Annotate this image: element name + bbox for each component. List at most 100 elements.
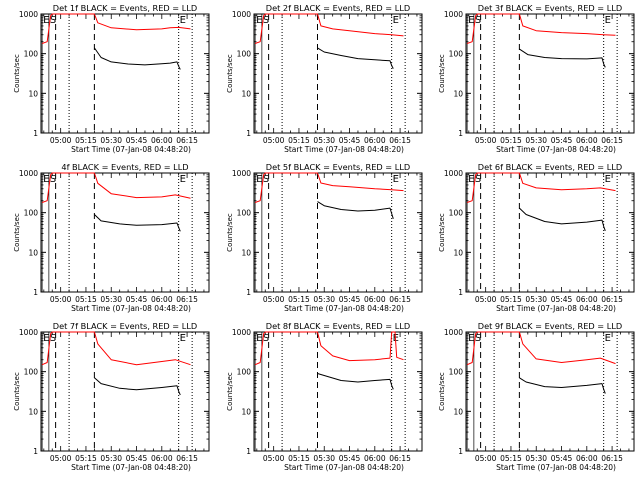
x-tick-label: 05:15 [75,136,97,145]
x-axis-label: Start Time (07-Jan-08 04:48:20) [71,304,191,313]
marker-label: E [468,333,474,344]
x-tick-label: 05:00 [475,295,497,304]
detector-panel: Det 6f BLACK = Events, RED = LLD 1 10 100 10… [438,162,635,313]
y-tick-label: 10 [241,248,251,257]
events-series-line [317,201,394,219]
x-tick-label: 06:15 [389,136,411,145]
marker-label: S [50,174,56,185]
marker-label: E [43,333,49,344]
y-tick-label: 1000 [232,169,251,178]
events-series-line [94,214,181,232]
detector-panel: Det 1f BLACK = Events, RED = LLD 1 10 100 10… [13,3,210,154]
x-tick-label: 05:45 [126,136,148,145]
x-axis-label: Start Time (07-Jan-08 04:48:20) [71,463,191,472]
y-axis-label: Counts/sec [438,372,446,411]
y-tick-label: 10 [453,248,463,257]
x-tick-label: 06:00 [151,136,173,145]
events-series-line [317,47,394,69]
panel-title: Det 9f BLACK = Events, RED = LLD [478,321,622,331]
y-tick-label: 10 [28,407,38,416]
x-tick-label: 05:45 [126,295,148,304]
y-tick-label: 1000 [19,169,38,178]
events-series-line [519,48,606,68]
x-tick-label: 06:15 [176,454,198,463]
x-tick-label: 05:00 [50,295,72,304]
marker-label: E [180,333,186,344]
marker-label: E [605,333,611,344]
x-tick-label: 06:00 [364,454,386,463]
plot-frame [40,331,210,452]
marker-label: E [256,333,262,344]
y-tick-label: 1000 [444,328,463,337]
x-tick-label: 05:15 [500,295,522,304]
marker-label: S [263,174,269,185]
lld-series-line [466,331,616,366]
x-tick-label: 05:15 [500,454,522,463]
plot-frame [465,13,635,134]
panel-title: 4f BLACK = Events, RED = LLD [61,162,188,172]
events-series-line [93,47,181,70]
plot-frame [253,331,423,452]
x-tick-label: 05:15 [75,295,97,304]
y-tick-label: 1000 [19,10,38,19]
panel-title: Det 1f BLACK = Events, RED = LLD [53,3,197,13]
x-tick-label: 05:45 [339,295,361,304]
y-tick-label: 1 [33,129,38,138]
x-tick-label: 05:30 [313,454,335,463]
marker-label: E [393,15,399,26]
y-axis-label: Counts/sec [226,213,234,252]
detector-panel: 4f BLACK = Events, RED = LLD 1 10 100 1000 Co… [13,162,210,313]
y-axis-label: Counts/sec [13,213,21,252]
x-tick-label: 05:45 [551,454,573,463]
y-tick-label: 1000 [232,10,251,19]
marker-label: S [475,333,481,344]
y-axis-label: Counts/sec [438,213,446,252]
y-tick-label: 100 [24,209,39,218]
marker-label: S [50,15,56,26]
x-tick-label: 05:00 [475,136,497,145]
x-tick-label: 05:45 [339,136,361,145]
x-tick-label: 05:30 [525,454,547,463]
y-tick-label: 1 [246,288,251,297]
y-tick-label: 1 [458,447,463,456]
y-tick-label: 100 [237,368,252,377]
y-tick-label: 10 [453,407,463,416]
lld-series-line [41,331,191,366]
x-tick-label: 05:45 [551,136,573,145]
x-tick-label: 05:15 [288,136,310,145]
y-tick-label: 100 [24,368,39,377]
x-tick-label: 06:15 [389,454,411,463]
events-series-line [519,377,606,394]
x-axis-label: Start Time (07-Jan-08 04:48:20) [284,145,404,154]
x-axis-label: Start Time (07-Jan-08 04:48:20) [496,304,616,313]
x-axis-label: Start Time (07-Jan-08 04:48:20) [284,463,404,472]
panel-title: Det 5f BLACK = Events, RED = LLD [266,162,410,172]
lld-series-line [41,172,191,203]
x-tick-label: 05:00 [263,295,285,304]
x-tick-label: 06:15 [176,295,198,304]
x-tick-label: 05:30 [313,136,335,145]
x-tick-label: 05:15 [288,454,310,463]
panel-title: Det 7f BLACK = Events, RED = LLD [53,321,197,331]
marker-label: E [468,15,474,26]
y-tick-label: 100 [449,368,464,377]
y-axis-label: Counts/sec [438,54,446,93]
marker-label: E [180,174,186,185]
x-tick-label: 06:15 [176,136,198,145]
detector-panel: Det 8f BLACK = Events, RED = LLD 1 10 100 10… [226,321,423,472]
x-tick-label: 05:30 [100,295,122,304]
x-tick-label: 05:15 [75,454,97,463]
marker-label: E [605,15,611,26]
y-tick-label: 1 [33,288,38,297]
x-tick-label: 05:45 [551,295,573,304]
events-series-line [519,207,606,231]
lld-series-line [254,172,404,203]
x-tick-label: 05:45 [126,454,148,463]
marker-label: E [43,174,49,185]
y-tick-label: 1 [246,447,251,456]
marker-label: E [256,15,262,26]
x-tick-label: 06:00 [364,136,386,145]
marker-label: S [263,15,269,26]
x-tick-label: 05:00 [263,136,285,145]
detector-panel: Det 3f BLACK = Events, RED = LLD 1 10 100 10… [438,3,635,154]
